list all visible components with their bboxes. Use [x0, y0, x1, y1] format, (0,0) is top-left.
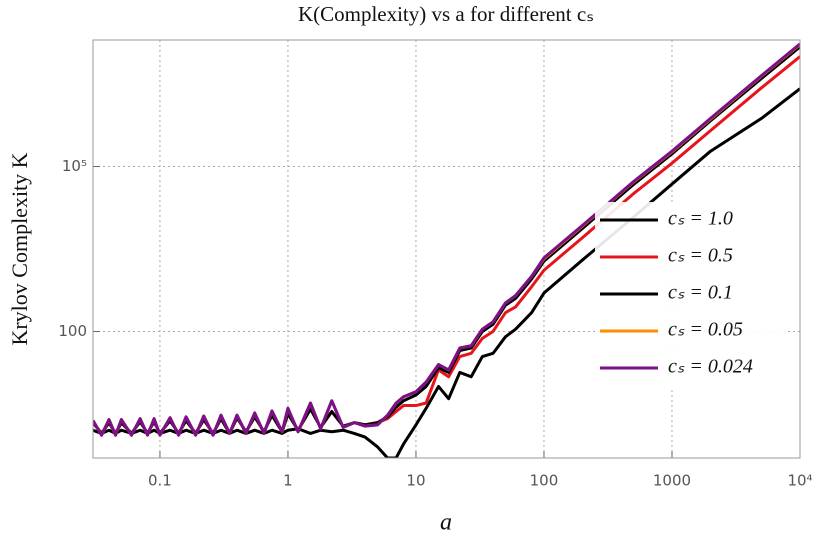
- x-tick-label: 1000: [653, 472, 691, 490]
- y-axis-label: Krylov Complexity K: [7, 152, 32, 345]
- legend-label: cₛ = 1.0: [668, 208, 733, 230]
- plot-frame: [92, 39, 801, 459]
- legend-label: cₛ = 0.5: [668, 245, 733, 267]
- x-tick-label: 10: [406, 472, 425, 490]
- x-tick-label: 10⁴: [787, 472, 812, 490]
- x-axis-label: a: [440, 510, 452, 536]
- legend-label: cₛ = 0.05: [668, 319, 743, 341]
- y-tick-label: 10⁵: [62, 157, 87, 175]
- x-tick-label: 0.1: [148, 472, 172, 490]
- x-tick-label: 1: [283, 472, 293, 490]
- series-line: [93, 42, 800, 437]
- y-tick-label: 100: [58, 322, 87, 340]
- chart-title: K(Complexity) vs a for different cₛ: [298, 2, 594, 26]
- legend-label: cₛ = 0.1: [668, 282, 733, 304]
- x-tick-label: 100: [530, 472, 559, 490]
- legend-label: cₛ = 0.024: [668, 356, 753, 378]
